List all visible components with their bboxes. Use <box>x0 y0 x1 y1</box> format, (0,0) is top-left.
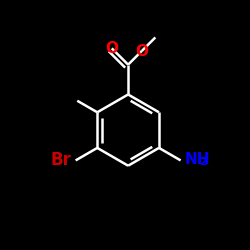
Text: O: O <box>105 41 118 56</box>
Text: 2: 2 <box>199 157 207 167</box>
Text: Br: Br <box>51 152 72 170</box>
Text: O: O <box>135 44 148 59</box>
Text: NH: NH <box>184 152 210 167</box>
